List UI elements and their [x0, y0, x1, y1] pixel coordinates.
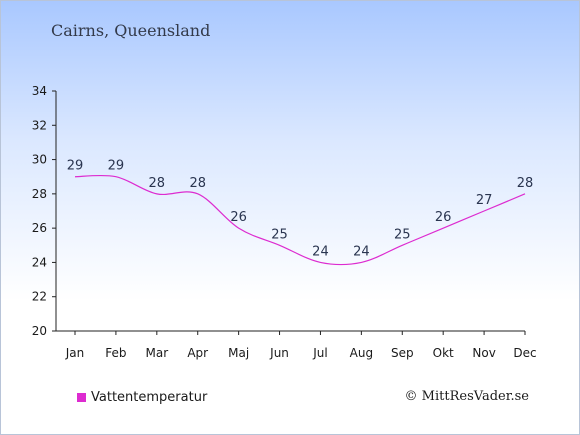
data-point [319, 261, 322, 264]
data-point [442, 227, 445, 230]
data-label: 27 [476, 193, 493, 208]
data-point [114, 175, 117, 178]
x-tick-label: Aug [350, 346, 373, 360]
y-tick-label: 32 [32, 118, 47, 132]
y-tick-label: 34 [32, 84, 47, 98]
x-tick-label: Okt [433, 346, 454, 360]
x-tick-label: Jul [312, 346, 327, 360]
y-tick-label: 26 [32, 221, 47, 235]
y-tick-label: 24 [32, 255, 47, 269]
data-point [360, 261, 363, 264]
data-label: 25 [394, 227, 411, 242]
data-label: 26 [230, 210, 247, 225]
data-label: 25 [271, 227, 288, 242]
y-tick-label: 22 [32, 290, 47, 304]
data-label: 26 [435, 210, 452, 225]
data-label: 24 [353, 244, 370, 259]
data-point [237, 227, 240, 230]
data-label: 28 [149, 176, 166, 191]
data-point [524, 192, 527, 195]
x-tick-label: Sep [391, 346, 414, 360]
data-point [196, 192, 199, 195]
y-tick-label: 28 [32, 187, 47, 201]
x-tick-label: Jun [269, 346, 289, 360]
data-point [278, 244, 281, 247]
legend-swatch [77, 393, 86, 402]
data-point [155, 192, 158, 195]
y-tick-label: 20 [32, 324, 47, 338]
x-tick-label: Apr [187, 346, 208, 360]
legend: Vattentemperatur [77, 390, 207, 405]
data-point [74, 175, 77, 178]
legend-label: Vattentemperatur [91, 390, 208, 405]
x-tick-label: Maj [228, 346, 249, 360]
x-tick-label: Jan [65, 346, 85, 360]
y-tick-label: 30 [32, 153, 47, 167]
x-tick-label: Mar [145, 346, 168, 360]
data-label: 29 [108, 159, 125, 174]
chart-title: Cairns, Queensland [51, 21, 211, 40]
data-point [483, 210, 486, 213]
credit-text: © MittResVader.se [404, 389, 529, 404]
data-label: 28 [517, 176, 534, 191]
data-point [401, 244, 404, 247]
data-label: 24 [312, 244, 329, 259]
x-tick-label: Nov [472, 346, 495, 360]
x-tick-label: Feb [105, 346, 126, 360]
x-tick-label: Dec [513, 346, 536, 360]
series-line-vattentemperatur [74, 174, 526, 266]
data-label: 28 [189, 176, 206, 191]
data-label: 29 [67, 159, 84, 174]
